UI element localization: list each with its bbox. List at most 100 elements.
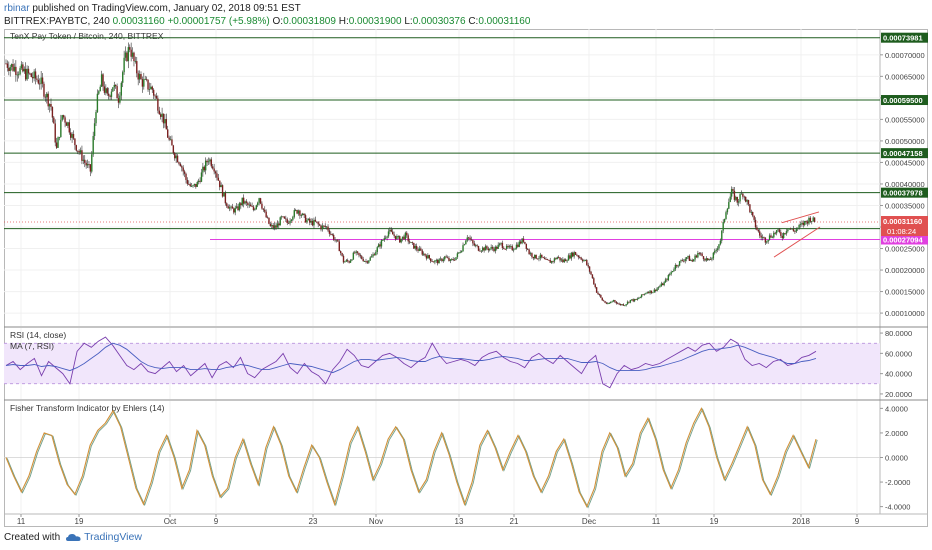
candle-body: [743, 196, 745, 198]
candle-body: [324, 225, 326, 227]
candle-body: [490, 247, 492, 249]
close-label: C:: [468, 16, 479, 27]
candle-body: [566, 260, 568, 262]
candle-body: [143, 79, 145, 87]
candle-body: [690, 260, 692, 261]
candle-body: [695, 255, 698, 258]
candle-body: [737, 201, 740, 203]
candle-body: [767, 239, 769, 242]
candle-body: [71, 133, 73, 138]
wedge-upper-line: [781, 211, 820, 224]
candle-body: [480, 250, 483, 252]
candle-body: [304, 215, 307, 223]
candle-body: [750, 212, 753, 213]
chart-frame[interactable]: 11 19 Oct 9 23 Nov 13 21 Dec 11 19 2018 9 0.00010000 0…: [4, 29, 928, 527]
candle-body: [207, 161, 210, 163]
candle-body: [41, 77, 44, 84]
candle-body: [380, 240, 383, 247]
y-tick-label: 0.00020000: [885, 266, 925, 275]
support-price-badge: [881, 234, 928, 245]
y-tick-label: 0.00045000: [885, 158, 925, 167]
ohlc-line: BITTREX:PAYBTC, 240 0.00031160 +0.000017…: [4, 15, 928, 28]
candle-body: [678, 261, 681, 266]
candle-body: [348, 261, 350, 263]
candle-body: [275, 225, 277, 228]
candle-body: [452, 259, 454, 260]
candle-body: [57, 137, 59, 148]
candle-body: [223, 192, 225, 197]
candle-body: [266, 217, 269, 219]
candle-body: [273, 225, 276, 228]
candle-body: [331, 234, 333, 235]
candle-body: [541, 254, 543, 258]
candle-body: [699, 253, 702, 255]
candle-body: [602, 300, 605, 302]
candle-body: [74, 138, 76, 146]
candle-body: [327, 226, 329, 231]
candle-body: [462, 245, 464, 252]
x-tick-label: 19: [710, 517, 719, 526]
candle-body: [801, 222, 803, 225]
y-tick-label: 40.0000: [885, 370, 912, 379]
last-price-label: 0.00031160: [883, 217, 922, 226]
candle-body: [314, 219, 317, 222]
candle-body: [785, 231, 788, 234]
candle-body: [120, 82, 123, 96]
candle-body: [150, 86, 152, 90]
candle-body: [255, 205, 258, 210]
candle-body: [694, 255, 696, 260]
candle-body: [123, 57, 125, 73]
candle-body: [642, 294, 644, 296]
candle-body: [580, 257, 582, 260]
candle-body: [669, 274, 671, 276]
candle-body: [188, 183, 190, 185]
candle-body: [542, 257, 544, 259]
candle-body: [625, 304, 627, 306]
candle-body: [760, 235, 762, 238]
candle-body: [320, 225, 322, 230]
candle-body: [363, 261, 366, 262]
candle-body: [26, 68, 28, 80]
candle-body: [410, 242, 412, 244]
candle-body: [411, 242, 414, 244]
chart-canvas[interactable]: 11 19 Oct 9 23 Nov 13 21 Dec 11 19 2018 9 0.00010000 0…: [4, 29, 928, 527]
candle-body: [34, 71, 37, 79]
candle-body: [469, 237, 471, 240]
candle-body: [664, 279, 667, 283]
candle-body: [466, 237, 468, 241]
rsi-series-rsi: [5, 336, 817, 389]
candle-body: [704, 259, 706, 261]
candle-body: [687, 256, 689, 258]
candle-body: [230, 206, 232, 208]
candle-body: [712, 252, 715, 259]
candle-body: [359, 255, 362, 257]
candle-body: [103, 86, 106, 93]
candle-body: [782, 233, 785, 239]
candle-body: [673, 269, 675, 272]
candle-body: [562, 259, 564, 263]
candle-body: [528, 249, 530, 255]
candle-body: [429, 258, 432, 262]
candle-body: [479, 250, 481, 252]
candle-body: [259, 198, 262, 204]
change-value: +0.00001757 (+5.98%): [167, 16, 270, 27]
candle-body: [742, 193, 744, 197]
author-link[interactable]: rbinar: [4, 3, 30, 14]
candle-body: [112, 87, 114, 92]
candle-body: [20, 64, 23, 69]
candle-body: [536, 258, 539, 260]
candle-body: [86, 164, 89, 166]
candle-body: [279, 217, 281, 226]
candle-body: [400, 238, 402, 243]
y-tick-label: 0.00055000: [885, 115, 925, 124]
tradingview-brand[interactable]: TradingView: [66, 531, 142, 543]
candle-body: [88, 164, 90, 165]
candle-body: [98, 91, 100, 94]
level-price-label: 0.00073981: [883, 34, 923, 43]
candle-body: [618, 303, 620, 305]
candle-body: [64, 117, 66, 123]
candle-body: [438, 259, 440, 264]
candle-body: [512, 249, 515, 251]
candle-body: [521, 238, 523, 244]
candle-body: [764, 237, 767, 243]
